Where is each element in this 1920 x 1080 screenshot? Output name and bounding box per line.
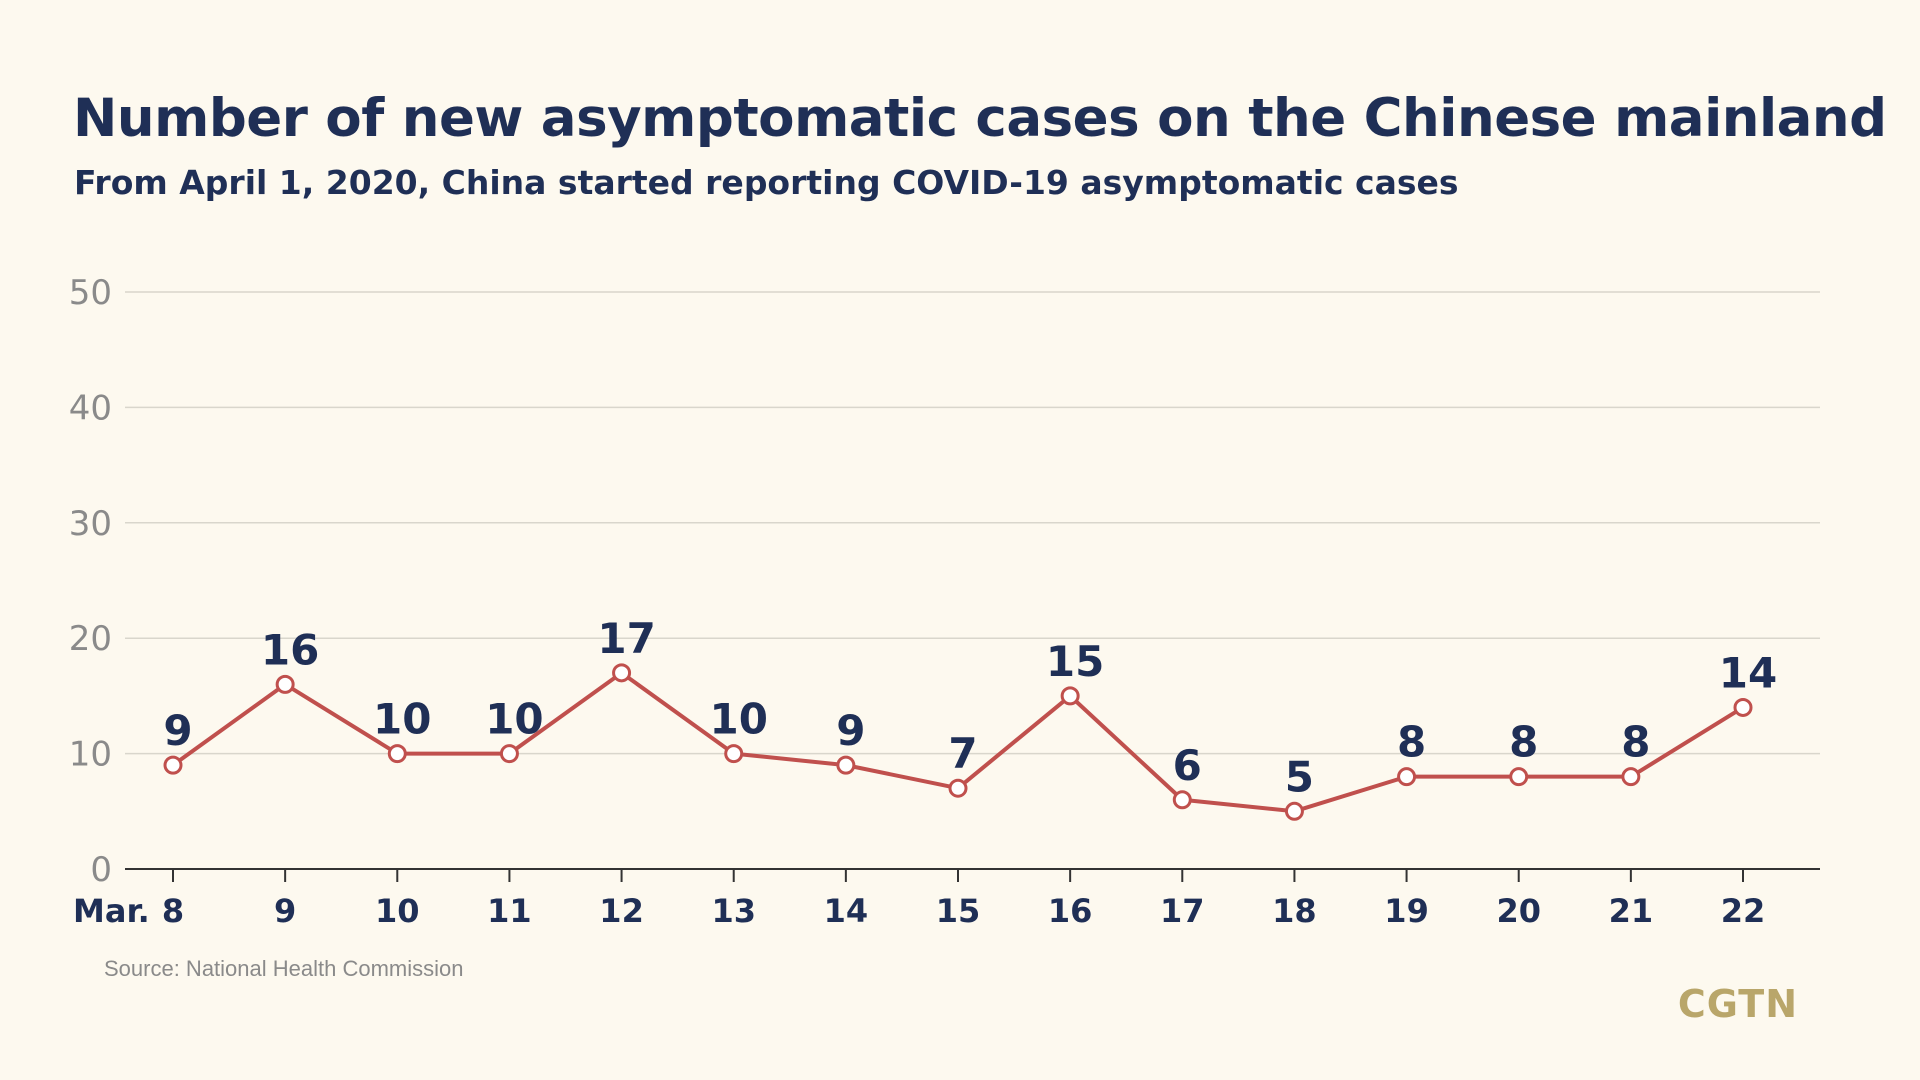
x-tick-label: 13 [711,892,756,930]
y-tick-label: 20 [69,619,112,659]
data-point [1284,801,1304,821]
data-point [1621,767,1641,787]
x-tick-label: 22 [1721,892,1766,930]
data-point [836,755,856,775]
x-tick-label: 17 [1160,892,1205,930]
data-label: 9 [163,706,192,755]
data-label: 10 [485,695,543,744]
data-point [948,778,968,798]
data-point [499,744,519,764]
data-label: 8 [1397,718,1426,767]
data-label: 10 [709,695,767,744]
data-label: 9 [836,706,865,755]
data-point [612,663,632,683]
cgtn-logo: CGTN [1677,982,1798,1026]
x-tick-label: 14 [824,892,869,930]
data-point [724,744,744,764]
data-label: 7 [948,729,977,778]
data-point [275,674,295,694]
data-point [163,755,183,775]
source-note: Source: National Health Commission [104,956,464,981]
data-point [1397,767,1417,787]
data-point [1733,697,1753,717]
x-tick-label: 15 [936,892,981,930]
data-label: 15 [1046,637,1104,686]
data-point [387,744,407,764]
x-tick-label: 12 [599,892,644,930]
chart-title: Number of new asymptomatic cases on the … [73,88,1887,149]
x-tick-label: 10 [375,892,420,930]
x-tick-label: 8 [162,892,184,930]
x-tick-label: 9 [274,892,296,930]
data-point [1172,790,1192,810]
x-tick-label: 19 [1384,892,1429,930]
data-point [1509,767,1529,787]
y-tick-label: 50 [69,273,112,313]
x-tick-label: 18 [1272,892,1317,930]
data-label: 16 [261,625,319,674]
x-tick-label: 20 [1496,892,1541,930]
data-label: 6 [1173,741,1202,790]
y-tick-label: 10 [69,735,112,775]
data-point [1060,686,1080,706]
chart-subtitle: From April 1, 2020, China started report… [74,163,1459,202]
data-label: 8 [1509,718,1538,767]
data-label: 5 [1285,752,1314,801]
y-tick-label: 0 [90,850,112,890]
data-label: 14 [1719,648,1777,697]
data-label: 10 [373,695,431,744]
x-axis-month-label: Mar. [73,892,150,930]
data-label: 17 [597,614,655,663]
x-tick-label: 11 [487,892,532,930]
x-tick-label: 16 [1048,892,1093,930]
y-tick-label: 40 [69,388,112,428]
data-label: 8 [1621,718,1650,767]
x-tick-label: 21 [1609,892,1654,930]
y-tick-label: 30 [69,504,112,544]
